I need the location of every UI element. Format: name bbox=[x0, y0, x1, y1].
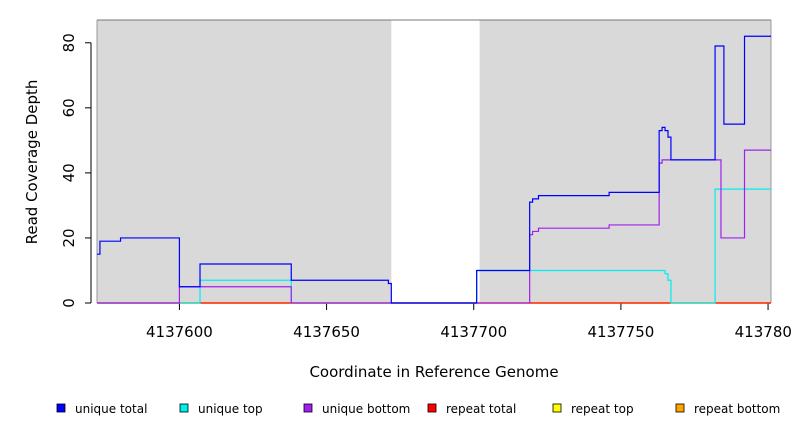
y-tick-label: 40 bbox=[60, 163, 78, 182]
x-tick-label: 4137800 bbox=[735, 323, 792, 341]
series-line-unique-total bbox=[97, 35, 771, 304]
series-line-unique-bottom bbox=[97, 149, 771, 304]
y-tick-label: 0 bbox=[60, 298, 78, 308]
legend-label-repeat-top: repeat top bbox=[571, 402, 634, 416]
legend-label-unique-total: unique total bbox=[75, 402, 147, 416]
shading-layer bbox=[97, 20, 771, 303]
y-tick-label: 20 bbox=[60, 228, 78, 247]
legend-label-repeat-total: repeat total bbox=[446, 402, 516, 416]
legend-label-repeat-bottom: repeat bottom bbox=[694, 402, 780, 416]
shaded-region bbox=[97, 20, 392, 303]
legend: unique total unique top unique bottom repea… bbox=[56, 402, 780, 416]
plot-frame bbox=[96, 19, 772, 303]
series-layer bbox=[97, 35, 771, 304]
x-tick-label: 4137600 bbox=[146, 323, 213, 341]
x-tick-label: 4137650 bbox=[293, 323, 360, 341]
legend-swatch-unique-total bbox=[56, 403, 66, 413]
x-tick-label: 4137700 bbox=[440, 323, 507, 341]
legend-label-unique-bottom: unique bottom bbox=[322, 402, 410, 416]
legend-swatch-repeat-top bbox=[552, 403, 562, 413]
y-tick-label: 80 bbox=[60, 33, 78, 52]
legend-label-unique-top: unique top bbox=[198, 402, 263, 416]
series-line-unique-top bbox=[97, 188, 771, 304]
legend-swatch-repeat-bottom bbox=[675, 403, 685, 413]
y-axis-label: Read Coverage Depth bbox=[23, 80, 41, 245]
x-tick-label: 4137750 bbox=[587, 323, 654, 341]
legend-swatch-unique-bottom bbox=[303, 403, 313, 413]
shaded-region bbox=[479, 20, 771, 303]
legend-swatch-unique-top bbox=[179, 403, 189, 413]
legend-swatch-repeat-total bbox=[427, 403, 437, 413]
x-axis-label: Coordinate in Reference Genome bbox=[309, 363, 558, 381]
y-tick-label: 60 bbox=[60, 98, 78, 117]
